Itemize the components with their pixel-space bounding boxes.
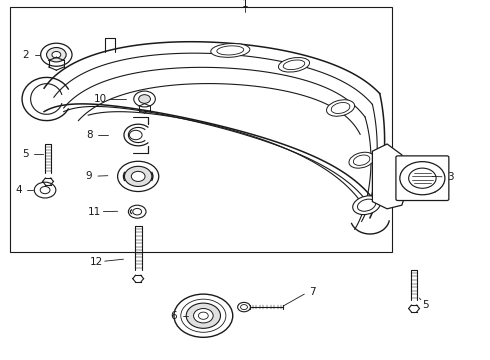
Text: 4: 4 <box>15 185 22 195</box>
Ellipse shape <box>283 60 305 69</box>
Circle shape <box>139 95 150 103</box>
PathPatch shape <box>372 144 407 209</box>
Circle shape <box>41 43 72 66</box>
Text: 3: 3 <box>447 172 454 182</box>
Ellipse shape <box>217 46 244 55</box>
Text: 8: 8 <box>86 130 93 140</box>
Bar <box>10 7 392 252</box>
Circle shape <box>52 51 61 58</box>
Text: 5: 5 <box>22 149 29 159</box>
Ellipse shape <box>211 44 250 57</box>
Circle shape <box>131 171 145 181</box>
Circle shape <box>238 302 250 312</box>
Circle shape <box>400 162 445 195</box>
Circle shape <box>128 205 146 218</box>
Ellipse shape <box>331 103 350 113</box>
Circle shape <box>129 130 142 140</box>
Ellipse shape <box>349 152 374 168</box>
Ellipse shape <box>353 155 370 165</box>
Text: 2: 2 <box>23 50 29 60</box>
Circle shape <box>124 166 152 186</box>
Circle shape <box>198 312 208 319</box>
Circle shape <box>118 161 159 192</box>
Circle shape <box>194 309 213 323</box>
Text: 10: 10 <box>94 94 107 104</box>
Circle shape <box>186 303 220 328</box>
Text: 5: 5 <box>422 300 429 310</box>
Circle shape <box>40 186 50 194</box>
Ellipse shape <box>326 100 355 116</box>
Circle shape <box>409 168 436 188</box>
Text: 6: 6 <box>171 311 177 321</box>
Circle shape <box>134 91 155 107</box>
Text: 7: 7 <box>309 287 316 297</box>
Ellipse shape <box>278 58 310 72</box>
Circle shape <box>181 299 226 332</box>
Circle shape <box>133 208 142 215</box>
Circle shape <box>47 48 66 62</box>
Text: 9: 9 <box>86 171 93 181</box>
Ellipse shape <box>357 199 376 211</box>
Circle shape <box>241 305 247 310</box>
Ellipse shape <box>353 196 380 215</box>
Text: 11: 11 <box>88 207 101 217</box>
Text: 1: 1 <box>242 0 248 9</box>
FancyBboxPatch shape <box>396 156 449 201</box>
Circle shape <box>174 294 233 337</box>
Circle shape <box>34 182 56 198</box>
Text: 12: 12 <box>89 257 103 267</box>
